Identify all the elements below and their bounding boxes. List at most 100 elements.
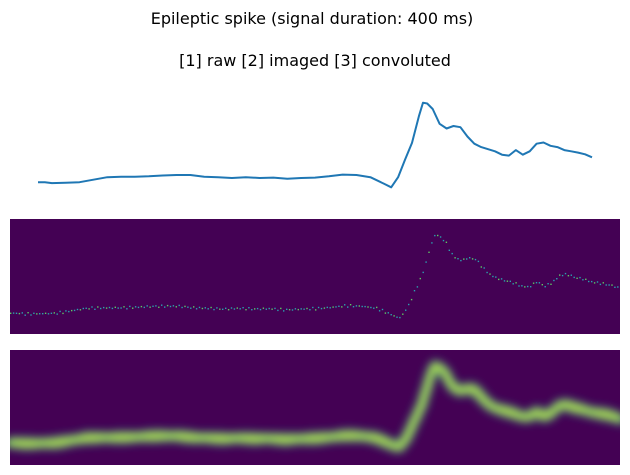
imaged-pixel — [254, 308, 256, 310]
imaged-pixel — [439, 236, 442, 238]
imaged-pixel — [259, 308, 262, 311]
imaged-pixel — [129, 305, 131, 308]
imaged-pixel — [39, 313, 41, 315]
imaged-pixel — [617, 286, 619, 288]
imaged-pixel — [265, 308, 267, 310]
imaged-pixel — [599, 283, 602, 286]
imaged-pixel — [553, 279, 555, 282]
imaged-pixel — [521, 285, 523, 287]
imaged-pixel — [352, 306, 355, 308]
imaged-pixel — [262, 307, 265, 309]
imaged-pixel — [312, 306, 314, 309]
imaged-pixel — [378, 310, 381, 312]
imaged-pixel — [44, 312, 47, 314]
imaged-pixel — [396, 316, 398, 318]
imaged-pixel — [559, 274, 561, 276]
imaged-pixel — [315, 309, 317, 311]
chart-subtitle: [1] raw [2] imaged [3] convoluted — [179, 51, 451, 70]
imaged-pixel — [317, 306, 320, 309]
imaged-pixel — [492, 275, 494, 278]
imaged-pixel — [283, 310, 285, 312]
imaged-pixel — [134, 306, 137, 308]
imaged-pixel — [408, 303, 410, 306]
imaged-pixel — [73, 309, 76, 312]
imaged-pixel — [146, 305, 148, 307]
imaged-background — [10, 219, 620, 334]
panel-raw — [38, 101, 593, 189]
series-line-raw — [38, 101, 593, 189]
imaged-pixel — [56, 313, 58, 315]
imaged-pixel — [329, 307, 331, 309]
imaged-pixel — [480, 266, 482, 268]
imaged-pixel — [242, 307, 244, 309]
panel-convoluted — [10, 350, 620, 465]
imaged-pixel — [85, 307, 87, 309]
imaged-pixel — [88, 308, 90, 310]
imaged-pixel — [495, 276, 497, 278]
imaged-pixel — [483, 267, 485, 269]
imaged-pixel — [344, 304, 346, 306]
imaged-pixel — [117, 307, 119, 309]
imaged-pixel — [227, 309, 230, 311]
imaged-pixel — [474, 258, 477, 261]
imaged-pixel — [33, 312, 35, 314]
imaged-pixel — [387, 312, 389, 314]
imaged-pixel — [309, 309, 311, 311]
imaged-pixel — [451, 252, 453, 255]
imaged-pixel — [280, 307, 282, 310]
imaged-pixel — [422, 271, 424, 274]
imaged-pixel — [239, 308, 241, 310]
imaged-pixel — [541, 284, 543, 286]
imaged-pixel — [294, 308, 297, 310]
imaged-pixel — [42, 313, 44, 315]
imaged-pixel — [596, 281, 599, 283]
imaged-pixel — [608, 284, 610, 286]
imaged-pixel — [236, 307, 238, 309]
imaged-pixel — [390, 314, 392, 316]
imaged-pixel — [193, 306, 195, 308]
imaged-pixel — [21, 312, 23, 314]
imaged-pixel — [355, 305, 358, 307]
imaged-pixel — [503, 280, 506, 282]
imaged-pixel — [561, 274, 564, 277]
imaged-pixel — [463, 258, 465, 260]
imaged-pixel — [538, 282, 541, 284]
imaged-pixel — [187, 306, 189, 308]
imaged-pixel — [230, 307, 233, 309]
imaged-pixel — [349, 304, 352, 306]
imaged-pixel — [399, 316, 401, 319]
imaged-pixel — [248, 307, 250, 309]
imaged-pixel — [518, 285, 520, 287]
imaged-pixel — [59, 310, 61, 313]
imaged-pixel — [36, 313, 38, 315]
imaged-pixel — [413, 290, 416, 292]
imaged-pixel — [65, 310, 67, 312]
imaged-pixel — [454, 257, 456, 259]
imaged-pixel — [489, 273, 491, 275]
imaged-pixel — [149, 306, 151, 308]
imaged-pixel — [24, 314, 26, 316]
imaged-pixel — [585, 278, 587, 280]
imaged-pixel — [222, 308, 224, 310]
imaged-pixel — [219, 308, 221, 310]
imaged-pixel — [158, 306, 160, 308]
convoluted-background — [10, 350, 620, 465]
imaged-pixel — [172, 305, 175, 307]
imaged-pixel — [300, 308, 302, 310]
imaged-pixel — [225, 307, 227, 309]
imaged-pixel — [573, 276, 575, 279]
imaged-pixel — [195, 308, 198, 310]
imaged-pixel — [297, 308, 299, 311]
imaged-pixel — [181, 306, 183, 309]
imaged-pixel — [434, 234, 436, 237]
imaged-pixel — [530, 286, 532, 288]
imaged-pixel — [76, 308, 79, 311]
imaged-pixel — [544, 286, 546, 288]
imaged-pixel — [486, 271, 488, 274]
imaged-pixel — [164, 306, 166, 308]
imaged-pixel — [97, 306, 99, 308]
imaged-pixel — [53, 312, 55, 314]
imaged-pixel — [335, 306, 337, 308]
imaged-pixel — [524, 286, 526, 288]
imaged-pixel — [152, 305, 154, 307]
